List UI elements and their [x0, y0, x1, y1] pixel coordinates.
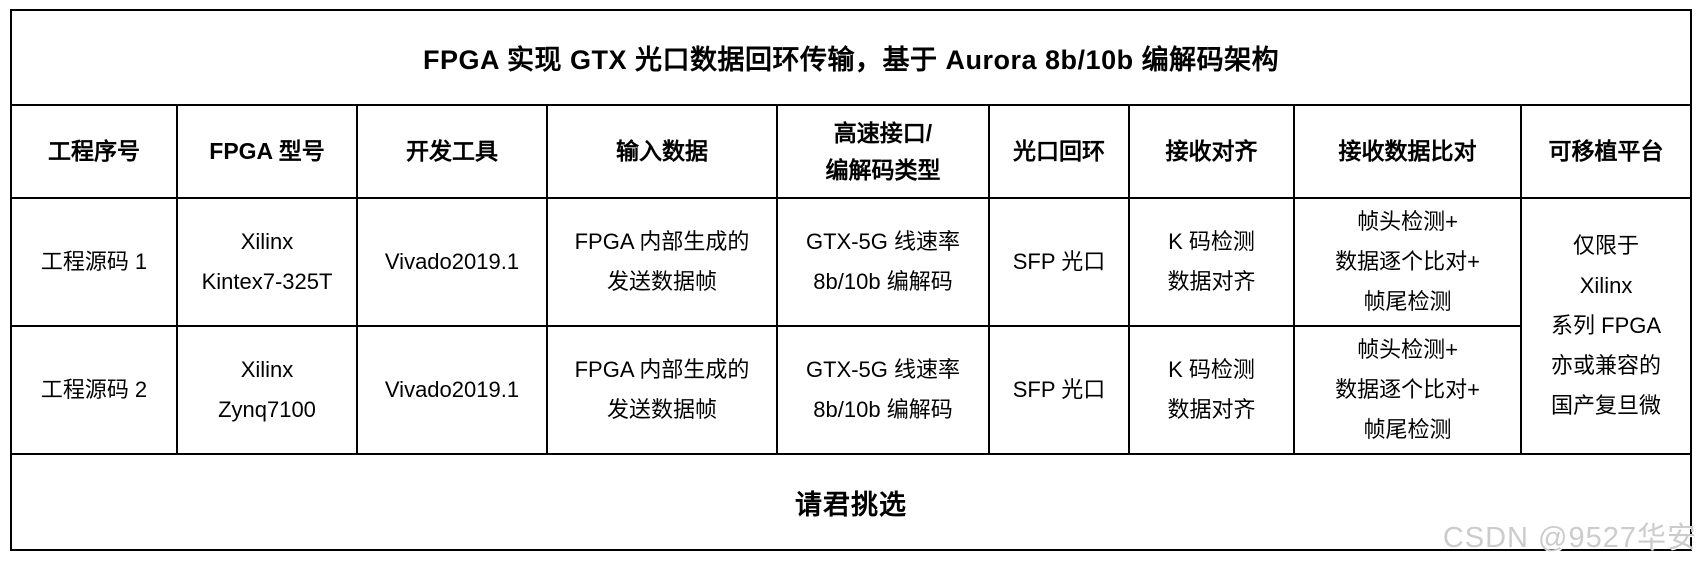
table-cell: 帧头检测+ 数据逐个比对+ 帧尾检测	[1293, 325, 1522, 455]
fpga-projects-table: FPGA 实现 GTX 光口数据回环传输，基于 Aurora 8b/10b 编解…	[9, 9, 1693, 551]
table-cell: GTX-5G 线速率 8b/10b 编解码	[776, 197, 990, 327]
table-cell: Vivado2019.1	[356, 325, 548, 455]
table-cell: K 码检测 数据对齐	[1128, 197, 1295, 327]
table-title: FPGA 实现 GTX 光口数据回环传输，基于 Aurora 8b/10b 编解…	[9, 9, 1693, 106]
col-header-input-data: 输入数据	[546, 104, 778, 199]
table-cell: 工程源码 1	[10, 197, 178, 327]
table-cell: Vivado2019.1	[356, 197, 548, 327]
col-header-portable-platform: 可移植平台	[1519, 104, 1693, 199]
table-cell: SFP 光口	[988, 325, 1130, 455]
table-row-project-1: 工程源码 1 Xilinx Kintex7-325T Vivado2019.1 …	[10, 197, 1693, 455]
table-cell: K 码检测 数据对齐	[1128, 325, 1295, 455]
col-header-interface-codec: 高速接口/ 编解码类型	[776, 104, 990, 199]
col-header-fpga-model: FPGA 型号	[176, 104, 358, 199]
table-cell: 帧头检测+ 数据逐个比对+ 帧尾检测	[1293, 197, 1522, 327]
table-footer: 请君挑选	[9, 453, 1693, 551]
col-header-project-index: 工程序号	[10, 104, 178, 199]
col-header-optical-loopback: 光口回环	[988, 104, 1130, 199]
col-header-rx-align: 接收对齐	[1128, 104, 1295, 199]
table-cell: Xilinx Zynq7100	[176, 325, 358, 455]
table-cell: GTX-5G 线速率 8b/10b 编解码	[776, 325, 990, 455]
table-row-project-2: 工程源码 2 Xilinx Zynq7100 Vivado2019.1 FPGA…	[10, 325, 1691, 455]
table-cell: SFP 光口	[988, 197, 1130, 327]
table-cell: FPGA 内部生成的 发送数据帧	[546, 197, 778, 327]
title-row: FPGA 实现 GTX 光口数据回环传输，基于 Aurora 8b/10b 编解…	[9, 9, 1693, 106]
table-cell: FPGA 内部生成的 发送数据帧	[546, 325, 778, 455]
col-header-rx-data-compare: 接收数据比对	[1293, 104, 1522, 199]
col-header-dev-tool: 开发工具	[356, 104, 548, 199]
table-cell: Xilinx Kintex7-325T	[176, 197, 358, 327]
header-row: 工程序号 FPGA 型号 开发工具 输入数据 高速接口/ 编解码类型 光口回环 …	[10, 104, 1693, 199]
table-cell: 工程源码 2	[10, 325, 178, 455]
table-cell-portable-platform-merged: 仅限于 Xilinx 系列 FPGA 亦或兼容的 国产复旦微	[1519, 197, 1693, 455]
footer-row: 请君挑选	[9, 453, 1693, 551]
